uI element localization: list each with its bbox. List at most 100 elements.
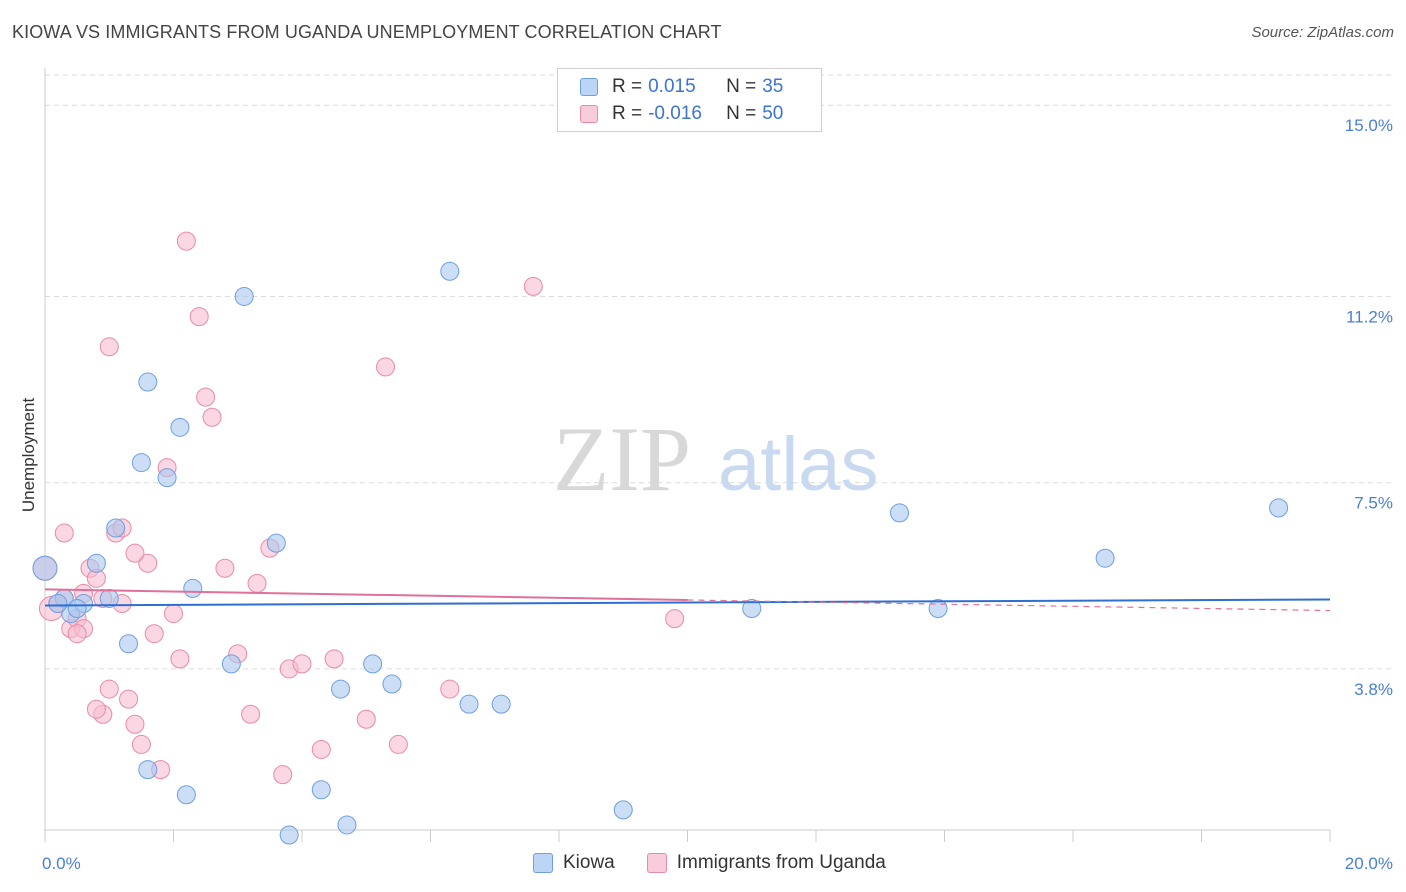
kiowa-point <box>491 694 511 714</box>
uganda-point <box>86 699 106 719</box>
uganda-point <box>292 654 312 674</box>
uganda-point <box>440 679 460 699</box>
uganda-point <box>311 739 331 759</box>
kiowa-point <box>613 800 633 820</box>
correlation-legend: R = 0.015 N = 35 R = -0.016 N = 50 <box>557 68 822 132</box>
uganda-point <box>125 714 145 734</box>
watermark: ZIP atlas <box>553 408 879 510</box>
uganda-point <box>388 734 408 754</box>
uganda-point <box>273 765 293 785</box>
kiowa-point <box>86 553 106 573</box>
y-tick-label: 15.0% <box>1345 116 1393 135</box>
grid <box>45 74 1392 670</box>
n-value: 50 <box>762 103 784 124</box>
kiowa-point <box>459 694 479 714</box>
axes: 3.8% 7.5% 11.2% 15.0% 0.0% 20.0% <box>42 68 1393 873</box>
kiowa-point <box>138 372 158 392</box>
uganda-point <box>67 624 87 644</box>
series-legend: Kiowa Immigrants from Uganda <box>533 852 918 874</box>
y-axis-label: Unemployment <box>19 398 38 513</box>
kiowa-point <box>67 599 87 619</box>
kiowa-point <box>32 555 58 581</box>
kiowa-point <box>331 679 351 699</box>
kiowa-point <box>890 503 910 523</box>
uganda-point <box>376 357 396 377</box>
kiowa-point <box>176 785 196 805</box>
uganda-point <box>164 604 183 624</box>
kiowa-legend-swatch <box>533 853 553 873</box>
kiowa-point <box>266 533 286 553</box>
uganda-point <box>665 609 685 629</box>
uganda-point <box>54 523 74 543</box>
kiowa-point <box>119 634 139 654</box>
y-tick-label: 11.2% <box>1346 307 1393 326</box>
legend-label-uganda: Immigrants from Uganda <box>676 852 886 873</box>
n-value: 35 <box>762 76 784 97</box>
kiowa-swatch <box>580 78 598 96</box>
chart-title: KIOWA VS IMMIGRANTS FROM UGANDA UNEMPLOY… <box>12 22 722 42</box>
uganda-point <box>189 307 209 327</box>
r-label: R = <box>612 76 643 97</box>
uganda-point <box>523 276 543 296</box>
kiowa-point <box>337 815 357 835</box>
uganda-point <box>215 558 235 578</box>
kiowa-point <box>363 654 383 674</box>
data-points <box>32 231 1289 845</box>
uganda-point <box>119 689 139 709</box>
kiowa-point <box>48 594 68 613</box>
uganda-point <box>138 553 158 573</box>
uganda-point <box>247 573 267 593</box>
r-label: R = <box>612 103 643 124</box>
kiowa-point <box>106 518 126 538</box>
uganda-point <box>324 649 344 669</box>
uganda-point <box>99 679 119 699</box>
x-tick-label: 0.0% <box>42 854 81 873</box>
kiowa-point <box>234 286 254 306</box>
legend-label-kiowa: Kiowa <box>563 852 615 873</box>
source-label: Source: ZipAtlas.com <box>1251 24 1394 41</box>
kiowa-point <box>157 468 177 488</box>
uganda-point <box>144 624 164 644</box>
x-tick-label: 20.0% <box>1345 854 1393 873</box>
trend-lines <box>44 588 1331 612</box>
kiowa-point <box>138 760 158 780</box>
r-value: -0.016 <box>648 103 702 124</box>
legend-item-kiowa: Kiowa <box>533 852 615 874</box>
uganda-point <box>131 734 151 754</box>
kiowa-point <box>1095 548 1115 568</box>
kiowa-point <box>311 780 331 800</box>
uganda-point <box>241 704 261 724</box>
kiowa-point <box>221 654 241 674</box>
uganda-point <box>202 407 222 427</box>
uganda-point <box>99 337 119 357</box>
kiowa-point <box>131 453 151 473</box>
watermark-atlas: atlas <box>718 422 879 507</box>
watermark-zip: ZIP <box>553 408 691 510</box>
legend-row-kiowa: R = 0.015 N = 35 <box>580 75 783 99</box>
kiowa-point <box>440 261 460 281</box>
y-tick-label: 3.8% <box>1354 680 1393 699</box>
kiowa-trend-line <box>44 598 1331 607</box>
kiowa-point <box>1269 498 1289 518</box>
kiowa-point <box>170 417 190 437</box>
uganda-point <box>196 387 216 407</box>
uganda-point <box>170 649 190 669</box>
uganda-legend-swatch <box>646 853 667 873</box>
legend-item-uganda: Immigrants from Uganda <box>646 852 886 874</box>
n-label: N = <box>726 76 757 97</box>
y-tick-label: 7.5% <box>1354 494 1393 513</box>
kiowa-point <box>382 674 402 694</box>
kiowa-point <box>183 578 203 598</box>
uganda-point <box>176 231 196 251</box>
kiowa-point <box>742 599 762 619</box>
uganda-point <box>356 709 376 729</box>
n-label: N = <box>726 103 757 124</box>
r-value: 0.015 <box>648 76 696 97</box>
uganda-point <box>125 543 145 563</box>
uganda-trend-line <box>44 588 688 601</box>
uganda-swatch <box>580 105 598 123</box>
legend-row-uganda: R = -0.016 N = 50 <box>580 102 783 126</box>
kiowa-point <box>279 825 299 845</box>
uganda-trend-extension <box>687 599 1331 612</box>
